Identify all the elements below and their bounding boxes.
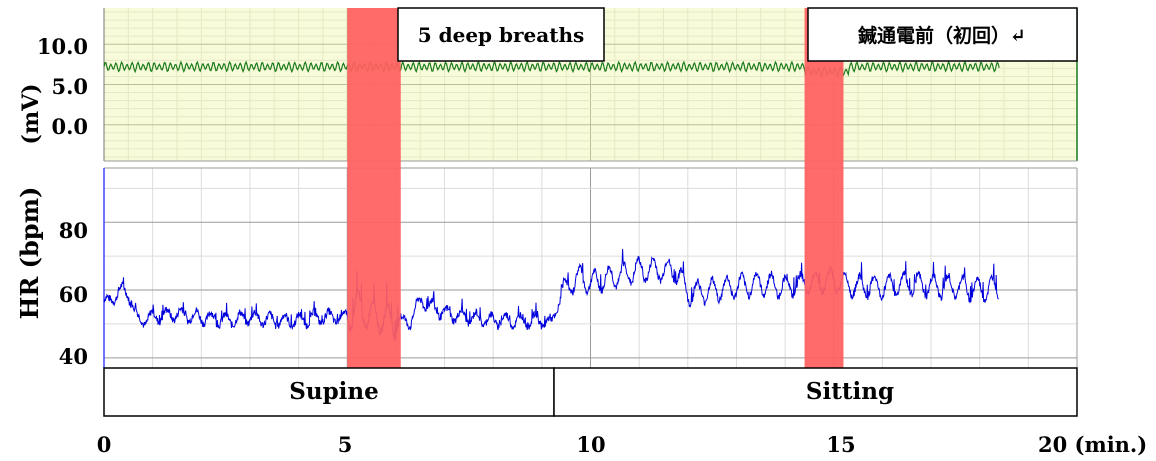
xtick-0: 0 <box>97 432 112 457</box>
annotation-text: 鍼通電前（初回）↵ <box>858 24 1026 47</box>
ecg-ytick-0: 0.0 <box>51 114 88 139</box>
hr-trace <box>103 248 1000 341</box>
xtick-5: 5 <box>338 432 353 457</box>
position-bar: Supine Sitting <box>103 367 1078 417</box>
ecg-y-axis-label: (mV) <box>18 83 44 144</box>
xtick-15: 15 <box>826 432 855 457</box>
hr-ytick-80: 80 <box>59 218 88 243</box>
highlight-band-1 <box>347 8 401 368</box>
annotation-pre-acupuncture: 鍼通電前（初回）↵ <box>807 7 1078 62</box>
position-sitting-box <box>553 367 1078 417</box>
hr-grid <box>104 168 1077 368</box>
ecg-grid <box>103 8 1078 161</box>
annotation-deep-breaths: 5 deep breaths <box>397 7 605 62</box>
position-supine-label: Supine <box>289 378 379 405</box>
annotation-box <box>397 7 605 62</box>
xtick-10: 10 <box>576 432 605 457</box>
ecg-trace <box>103 60 1000 78</box>
highlight-band-2 <box>804 8 844 368</box>
hr-y-axis-label: HR (bpm) <box>15 187 44 320</box>
position-sitting-label: Sitting <box>806 378 894 405</box>
x-axis: 0 5 10 15 20 (min.) <box>97 432 1148 457</box>
highlight-bands <box>347 8 844 368</box>
xtick-20: 20 (min.) <box>1038 432 1147 457</box>
annotation-text: 5 deep breaths <box>418 23 585 47</box>
annotation-box <box>807 7 1078 62</box>
ecg-ytick-5: 5.0 <box>51 74 88 99</box>
hr-panel: 80 60 40 HR (bpm) <box>15 167 1078 369</box>
ecg-ytick-10: 10.0 <box>37 34 88 59</box>
hr-ytick-60: 60 <box>59 282 88 307</box>
hr-ytick-40: 40 <box>59 344 88 369</box>
